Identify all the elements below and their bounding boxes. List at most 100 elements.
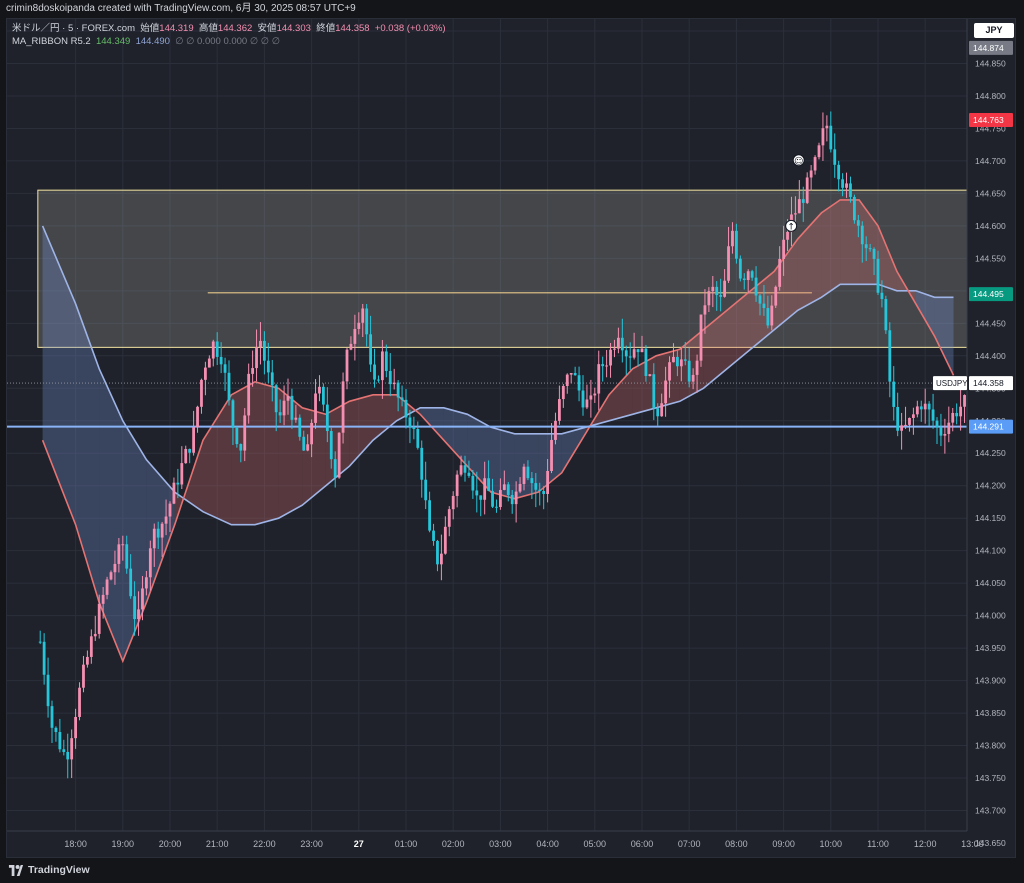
- y-tick-label: 143.650: [975, 838, 1006, 848]
- candle-body: [542, 491, 546, 494]
- candle-body: [581, 390, 585, 408]
- candle-body: [255, 347, 258, 369]
- candle-body: [609, 349, 612, 366]
- candle-body: [577, 375, 581, 391]
- currency-button[interactable]: JPY: [974, 23, 1014, 38]
- candle-body: [676, 356, 679, 367]
- price-chart[interactable]: ☺↑144.900144.850144.800144.750144.700144…: [7, 19, 1015, 857]
- indicator-value-fast: 144.349: [95, 36, 131, 47]
- y-tick-label: 144.000: [975, 611, 1006, 621]
- high-label: 高値: [198, 23, 218, 34]
- x-tick-label: 22:00: [253, 839, 276, 849]
- y-tick-label: 144.250: [975, 448, 1006, 458]
- chart-frame[interactable]: ☺↑144.900144.850144.800144.750144.700144…: [6, 18, 1016, 858]
- candle-body: [204, 367, 207, 380]
- x-tick-label: 02:00: [442, 839, 465, 849]
- ma-ribbon-fill: [255, 381, 279, 525]
- y-tick-label: 143.700: [975, 806, 1006, 816]
- x-tick-label: 09:00: [772, 839, 795, 849]
- ma-slow-line[interactable]: [41, 225, 954, 526]
- candle-body: [432, 530, 435, 541]
- candle-body: [428, 500, 431, 531]
- y-tick-label: 144.600: [975, 221, 1006, 231]
- candle-body: [93, 633, 97, 637]
- candle-body: [200, 379, 203, 407]
- indicator-row[interactable]: MA_RIBBON R5.2 144.349 144.490 ∅ ∅ 0.000…: [12, 35, 446, 48]
- ma-ribbon-fill: [797, 212, 822, 311]
- x-tick-label: 18:00: [64, 839, 87, 849]
- candle-body: [927, 403, 931, 410]
- candle-body: [900, 425, 903, 431]
- candle-body: [416, 429, 420, 448]
- x-tick-label: 13:00: [961, 839, 984, 849]
- candle-body: [298, 417, 302, 437]
- candle-body: [955, 412, 959, 417]
- ohlc-row: 米ドル／円 · 5 · FOREX.com 始値144.319 高値144.36…: [12, 22, 446, 35]
- candle-body: [801, 199, 805, 203]
- candle-body: [703, 305, 707, 315]
- tradingview-brand[interactable]: TradingView: [28, 864, 90, 876]
- candle-body: [707, 291, 711, 306]
- candle-body: [695, 360, 699, 375]
- candle-body: [561, 386, 565, 400]
- candle-body: [86, 656, 89, 665]
- candle-body: [833, 149, 837, 165]
- time-axis[interactable]: [7, 831, 967, 857]
- candle-body: [644, 348, 648, 377]
- candle-body: [813, 157, 817, 171]
- symbol-label[interactable]: 米ドル／円 · 5 · FOREX.com: [12, 23, 135, 34]
- y-tick-label: 143.800: [975, 741, 1006, 751]
- change-value: +0.038 (+0.03%): [374, 23, 446, 34]
- symbol-tag: USDJPY: [936, 379, 968, 388]
- candle-body: [593, 393, 597, 396]
- y-tick-label: 144.150: [975, 513, 1006, 523]
- candle-body: [746, 271, 750, 280]
- candle-body: [915, 406, 919, 415]
- resistance-zone[interactable]: [37, 189, 1015, 348]
- low-label: 安値: [257, 23, 277, 34]
- candle-body: [778, 258, 782, 287]
- price-label-box: [969, 40, 1013, 55]
- candle-body: [42, 641, 46, 675]
- candle-body: [58, 732, 62, 750]
- candle-body: [38, 641, 42, 643]
- ma-ribbon-fill: [302, 407, 326, 506]
- candle-body: [648, 374, 652, 377]
- price-label: 144.874: [973, 43, 1004, 53]
- y-tick-label: 144.800: [975, 91, 1006, 101]
- candle-body: [892, 381, 896, 407]
- price-axis[interactable]: [967, 19, 1015, 857]
- y-tick-label: 144.650: [975, 188, 1006, 198]
- candle-body: [62, 749, 66, 752]
- candle-body: [919, 406, 923, 410]
- price-label: 144.291: [973, 422, 1004, 432]
- candle-body: [794, 213, 797, 215]
- ma-ribbon-fill: [278, 388, 303, 519]
- candle-body: [876, 258, 880, 293]
- marker-symbol: ☺: [794, 156, 803, 167]
- created-by-text: crimin8doskoipanda created with TradingV…: [6, 3, 356, 14]
- candle-body: [388, 370, 392, 385]
- candle-body: [912, 414, 915, 418]
- smiley-marker-icon[interactable]: [792, 154, 805, 167]
- marker-symbol: ↑: [787, 222, 795, 232]
- candle-body: [683, 359, 687, 361]
- y-tick-label: 144.400: [975, 351, 1006, 361]
- price-label-box: [969, 112, 1013, 127]
- ma-fast-line[interactable]: [41, 199, 955, 664]
- ma-ribbon-fill: [325, 401, 350, 486]
- candle-body: [601, 364, 605, 367]
- candle-body: [172, 482, 176, 504]
- candle-body: [766, 308, 770, 326]
- candle-body: [278, 412, 282, 416]
- y-tick-label: 144.850: [975, 58, 1006, 68]
- indicator-name[interactable]: MA_RIBBON R5.2: [12, 36, 91, 47]
- arrow-up-marker-icon[interactable]: [785, 219, 798, 232]
- candle-body: [373, 364, 376, 380]
- candle-body: [518, 483, 522, 492]
- candle-body: [499, 489, 502, 507]
- candle-body: [774, 286, 778, 306]
- candle-body: [318, 386, 321, 394]
- ma-ribbon-fill: [538, 433, 562, 493]
- ma-ribbon-fill: [561, 427, 586, 473]
